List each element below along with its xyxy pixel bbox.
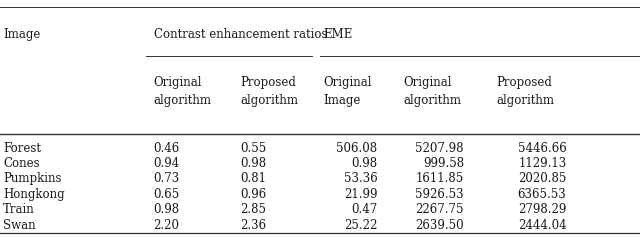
Text: Proposed
algorithm: Proposed algorithm (240, 76, 298, 107)
Text: 2798.29: 2798.29 (518, 203, 566, 216)
Text: 53.36: 53.36 (344, 173, 378, 185)
Text: Train: Train (3, 203, 35, 216)
Text: 2444.04: 2444.04 (518, 219, 566, 232)
Text: 25.22: 25.22 (344, 219, 378, 232)
Text: Original
algorithm: Original algorithm (154, 76, 212, 107)
Text: 2.85: 2.85 (240, 203, 266, 216)
Text: Cones: Cones (3, 157, 40, 170)
Text: 0.98: 0.98 (154, 203, 180, 216)
Text: 999.58: 999.58 (423, 157, 464, 170)
Text: 2639.50: 2639.50 (415, 219, 464, 232)
Text: Pumpkins: Pumpkins (3, 173, 61, 185)
Text: 0.94: 0.94 (154, 157, 180, 170)
Text: 1611.85: 1611.85 (416, 173, 464, 185)
Text: 506.08: 506.08 (337, 142, 378, 155)
Text: 6365.53: 6365.53 (518, 188, 566, 201)
Text: 0.55: 0.55 (240, 142, 266, 155)
Text: Original
Image: Original Image (323, 76, 372, 107)
Text: 0.96: 0.96 (240, 188, 266, 201)
Text: 5446.66: 5446.66 (518, 142, 566, 155)
Text: 0.47: 0.47 (351, 203, 378, 216)
Text: Contrast enhancement ratios: Contrast enhancement ratios (154, 28, 327, 41)
Text: 0.65: 0.65 (154, 188, 180, 201)
Text: Hongkong: Hongkong (3, 188, 65, 201)
Text: EME: EME (323, 28, 353, 41)
Text: 2.36: 2.36 (240, 219, 266, 232)
Text: 1129.13: 1129.13 (518, 157, 566, 170)
Text: 0.98: 0.98 (351, 157, 378, 170)
Text: 5207.98: 5207.98 (415, 142, 464, 155)
Text: 0.73: 0.73 (154, 173, 180, 185)
Text: 2020.85: 2020.85 (518, 173, 566, 185)
Text: 0.81: 0.81 (240, 173, 266, 185)
Text: 0.46: 0.46 (154, 142, 180, 155)
Text: 0.98: 0.98 (240, 157, 266, 170)
Text: 2267.75: 2267.75 (415, 203, 464, 216)
Text: Image: Image (3, 28, 40, 41)
Text: Forest: Forest (3, 142, 41, 155)
Text: 5926.53: 5926.53 (415, 188, 464, 201)
Text: 21.99: 21.99 (344, 188, 378, 201)
Text: Swan: Swan (3, 219, 36, 232)
Text: 2.20: 2.20 (154, 219, 180, 232)
Text: Proposed
algorithm: Proposed algorithm (496, 76, 554, 107)
Text: Original
algorithm: Original algorithm (403, 76, 461, 107)
